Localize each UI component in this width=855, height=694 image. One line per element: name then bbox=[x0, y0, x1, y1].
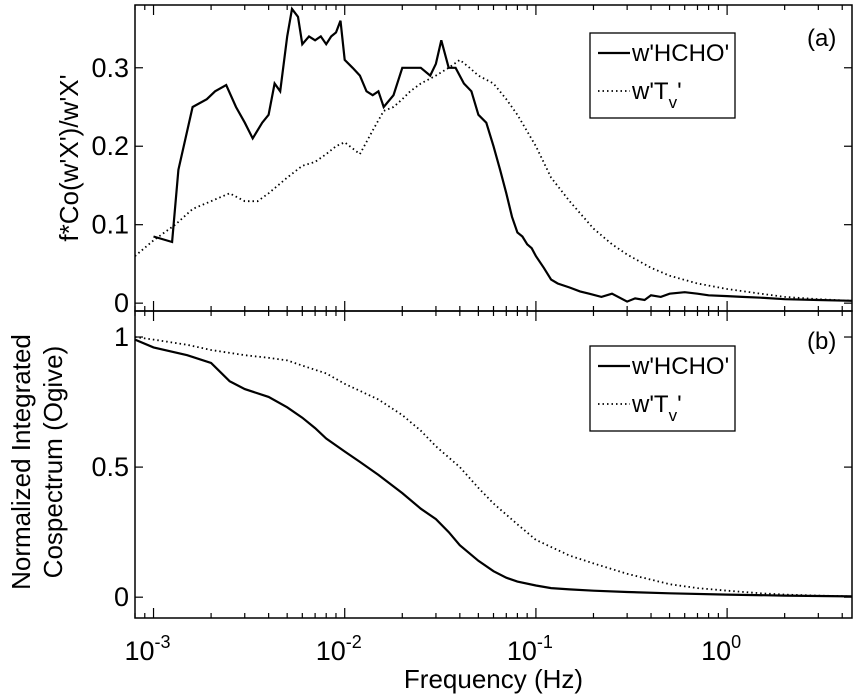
y-tick-label: 0 bbox=[114, 288, 129, 318]
x-tick-label: 10-3 bbox=[124, 632, 170, 666]
x-tick-label: 10-1 bbox=[507, 632, 553, 666]
x-tick-label: 100 bbox=[701, 632, 741, 666]
y-tick-label: 0 bbox=[114, 582, 129, 612]
y-tick-label: 0.2 bbox=[91, 131, 129, 161]
legend-entry-label: w'HCHO' bbox=[631, 353, 729, 380]
panel-a-legend: w'HCHO' w'Tv' bbox=[589, 32, 736, 119]
x-axis-title: Frequency (Hz) bbox=[404, 664, 583, 694]
legend-entry-label: w'Tv' bbox=[631, 391, 682, 425]
y-tick-label: 1 bbox=[114, 322, 129, 352]
y-axis-title-b-line: Normalized Integrated bbox=[6, 334, 36, 590]
series-hcho-line bbox=[153, 6, 853, 303]
panel-b-legend: w'HCHO' w'Tv' bbox=[589, 345, 736, 432]
y-axis-title-a: f*Co(w'X')/w'X' bbox=[54, 74, 84, 241]
panel-b-label: (b) bbox=[807, 328, 836, 355]
legend-entry-label: w'Tv' bbox=[631, 78, 682, 112]
panel-a-axes-box bbox=[134, 4, 853, 312]
legend-box bbox=[589, 345, 736, 432]
panel-a-label: (a) bbox=[807, 25, 836, 52]
legend-box bbox=[589, 32, 736, 119]
panel-a: 0 0.1 0.2 0.3 (a) w'HCHO' w'Tv' f*Co(w'X')/w'X' bbox=[54, 4, 853, 318]
y-tick-label: 0.1 bbox=[91, 210, 129, 240]
x-tick-label: 10-2 bbox=[316, 632, 362, 666]
y-axis-title-b-line: Cospectrum (Ogive) bbox=[38, 346, 68, 579]
series-tv-line bbox=[134, 58, 853, 302]
panel-b: 0 0.5 1 (b) w'HCHO' w'Tv' Normalized Integrate… bbox=[6, 310, 853, 694]
y-tick-label: 0.3 bbox=[91, 53, 129, 83]
y-tick-label: 0.5 bbox=[91, 452, 129, 482]
series-tv-line bbox=[134, 336, 853, 598]
legend-entry-label: w'HCHO' bbox=[631, 40, 729, 67]
series-hcho-line bbox=[134, 338, 853, 598]
